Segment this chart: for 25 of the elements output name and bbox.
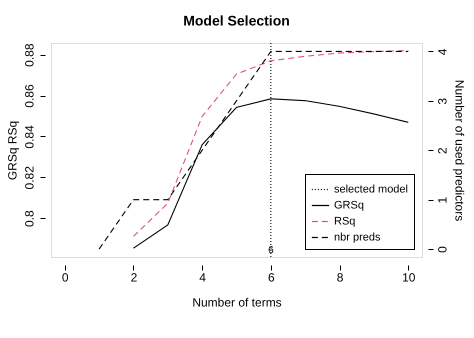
- legend-label: nbr preds: [334, 232, 381, 244]
- chart-title: Model Selection: [183, 12, 290, 28]
- y-tick-label: 0.88: [22, 43, 36, 67]
- y2-axis-title: Number of used predictors: [452, 80, 466, 222]
- annotation: selected model: [334, 184, 408, 196]
- y2-tick-label: 3: [436, 98, 450, 105]
- y2-tick-label: 4: [436, 48, 450, 56]
- y-axis-title: GRSq RSq: [6, 120, 20, 180]
- y2-tick-label: 2: [436, 147, 450, 154]
- y2-tick-label: 1: [436, 196, 450, 204]
- y-tick-label: 0.82: [22, 166, 36, 190]
- x-axis-title: Number of terms: [192, 296, 282, 310]
- legend-label: RSq: [334, 216, 356, 228]
- x-tick-label: 4: [199, 270, 206, 284]
- x-tick-label: 8: [336, 270, 344, 284]
- x-tick-label: 10: [402, 270, 416, 284]
- y-tick-label: 0.86: [22, 84, 36, 108]
- x-tick-label: 2: [130, 270, 138, 284]
- y-tick-label: 0.84: [22, 124, 36, 149]
- ref-line-label: 6: [268, 245, 274, 256]
- x-tick-label: 0: [62, 270, 69, 284]
- y-tick-label: 0.8: [22, 210, 36, 228]
- y2-tick-label: 0: [436, 246, 450, 253]
- legend-label: GRSq: [334, 200, 364, 212]
- x-tick-label: 6: [268, 270, 276, 284]
